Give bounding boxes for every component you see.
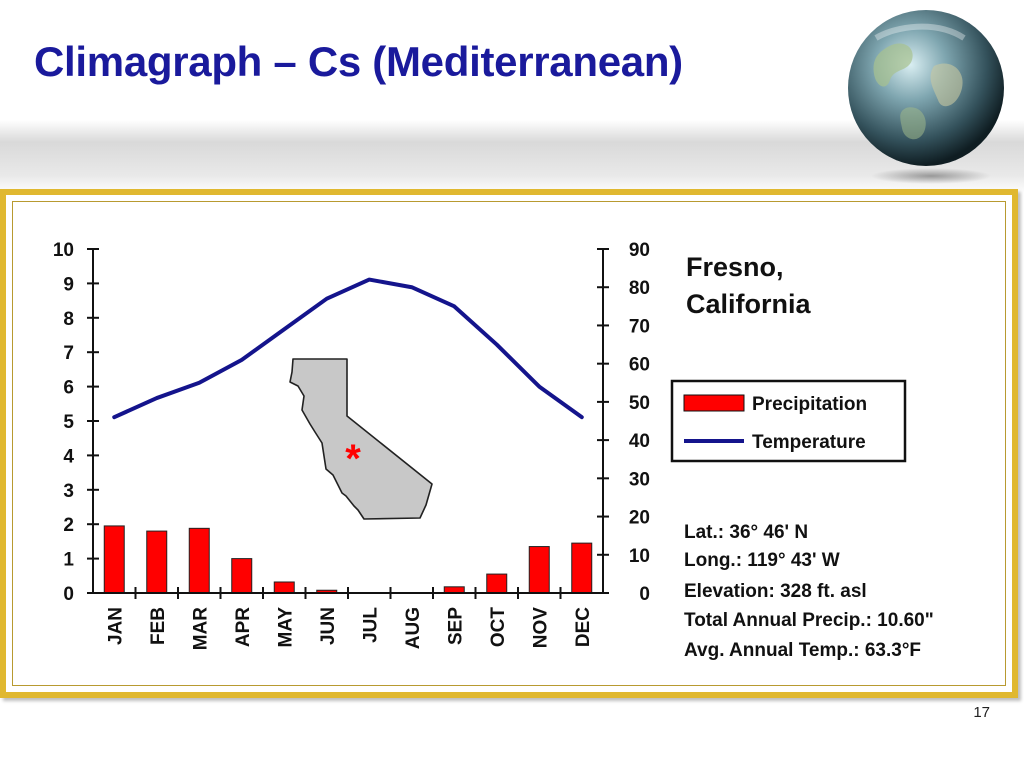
x-axis-month-label: JAN [105, 607, 126, 645]
left-axis-tick-label: 3 [63, 481, 74, 502]
x-axis-month-label: NOV [530, 607, 551, 649]
right-axis-tick-label: 90 [629, 240, 650, 261]
left-axis-tick-label: 9 [63, 274, 74, 295]
precipitation-bar [528, 546, 550, 594]
california-map: * [289, 358, 433, 520]
x-axis-month-label: SEP [445, 607, 466, 645]
left-axis-tick-label: 1 [63, 550, 74, 571]
station-name-line2: California [686, 289, 812, 319]
right-axis-tick-label: 60 [629, 355, 650, 376]
x-axis-month-label: FEB [148, 607, 169, 645]
info-long: Long.: 119° 43' W [684, 550, 840, 571]
axes: 0 1 2 3 4 5 6 7 8 9 10 0 10 20 30 40 50 60 70 80 90 JAN FEB MAR… [53, 240, 650, 650]
legend: Precipitation Temperature [670, 379, 907, 463]
right-axis-tick-label: 50 [629, 393, 650, 414]
left-axis-tick-label: 10 [53, 240, 74, 261]
right-axis-tick-label: 80 [629, 278, 650, 299]
x-axis-month-label: JUN [318, 607, 339, 645]
right-axis-tick-label: 20 [629, 508, 650, 529]
slide-title: Climagraph – Cs (Mediterranean) [34, 38, 683, 85]
legend-box [670, 379, 907, 463]
station-name-line1: Fresno, [686, 252, 784, 282]
info-total-precip: Total Annual Precip.: 10.60" [684, 610, 934, 631]
right-axis-tick-label: 10 [629, 546, 650, 567]
left-axis-tick-label: 2 [63, 515, 74, 536]
right-axis-tick-label: 30 [629, 469, 650, 490]
precipitation-bar [146, 530, 168, 594]
page-number: 17 [973, 704, 990, 721]
x-axis-month-label: MAY [275, 607, 296, 648]
station-info: Lat.: 36° 46' N Long.: 119° 43' W Elevat… [684, 522, 934, 661]
info-lat: Lat.: 36° 46' N [684, 522, 808, 543]
precipitation-bar [486, 573, 508, 594]
header-gradient-band [0, 120, 1024, 194]
precipitation-bar [188, 527, 210, 594]
precipitation-bar [273, 581, 295, 594]
precipitation-bar [103, 525, 125, 594]
precipitation-bar [571, 542, 593, 594]
info-avg-temp: Avg. Annual Temp.: 63.3°F [684, 640, 921, 661]
precipitation-bar [231, 558, 253, 594]
x-axis-month-label: DEC [573, 607, 594, 647]
left-axis-tick-label: 8 [63, 309, 74, 330]
left-axis-tick-label: 0 [63, 584, 74, 605]
left-axis-tick-label: 5 [63, 412, 74, 433]
right-axis-tick-label: 70 [629, 316, 650, 337]
legend-precip-swatch [683, 394, 745, 412]
right-axis-tick-label: 40 [629, 431, 650, 452]
left-axis-tick-label: 6 [63, 378, 74, 399]
x-axis-month-label: JUL [360, 607, 381, 643]
left-axis-tick-label: 4 [63, 446, 74, 467]
california-map-icon [289, 358, 433, 520]
legend-temp-label: Temperature [752, 432, 866, 453]
chart-frame-inner-border [12, 201, 1006, 686]
left-axis-tick-label: 7 [63, 343, 74, 364]
plot-area [103, 277, 593, 594]
asterisk-icon: * [345, 437, 361, 481]
temperature-line [112, 277, 584, 420]
info-elevation: Elevation: 328 ft. asl [684, 581, 867, 602]
legend-precip-label: Precipitation [752, 394, 867, 415]
x-axis-month-label: OCT [488, 607, 509, 648]
right-axis-tick-label: 0 [639, 584, 650, 605]
globe-icon [848, 10, 1004, 184]
x-axis-month-label: APR [233, 607, 254, 647]
x-axis-month-label: MAR [190, 607, 211, 651]
x-axis-month-label: AUG [403, 607, 424, 649]
